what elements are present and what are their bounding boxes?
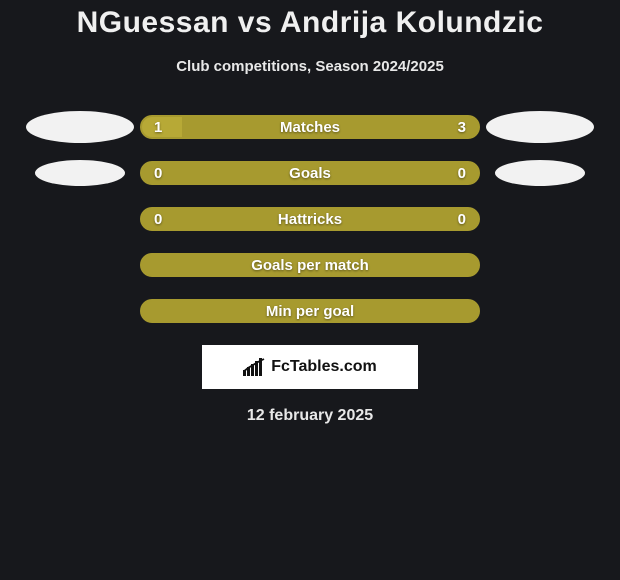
stat-rows: 13Matches 00Goals 00Hattricks Goals per mat… [0, 115, 620, 323]
subtitle: Club competitions, Season 2024/2025 [176, 58, 444, 75]
stat-row: 00Goals [0, 161, 620, 185]
right-photo-slot [480, 207, 600, 231]
page-title: NGuessan vs Andrija Kolundzic [77, 6, 544, 40]
stat-bar: 00Goals [140, 161, 480, 185]
bar-chart-icon [243, 358, 265, 376]
stat-row: 13Matches [0, 115, 620, 139]
stat-row: Min per goal [0, 299, 620, 323]
left-photo-slot [20, 299, 140, 323]
stat-row: Goals per match [0, 253, 620, 277]
logo-text: FcTables.com [271, 358, 377, 376]
stat-label: Goals per match [142, 255, 478, 275]
player-photo-placeholder [35, 160, 125, 186]
stat-label: Matches [142, 117, 478, 137]
right-photo-slot [480, 253, 600, 277]
date-label: 12 february 2025 [247, 407, 373, 425]
player-photo-placeholder [495, 160, 585, 186]
stat-label: Hattricks [142, 209, 478, 229]
comparison-infographic: NGuessan vs Andrija Kolundzic Club compe… [0, 0, 620, 425]
right-photo-slot [480, 299, 600, 323]
left-photo-slot [20, 253, 140, 277]
right-photo-slot [480, 161, 600, 185]
player-photo-placeholder [26, 111, 134, 143]
stat-label: Goals [142, 163, 478, 183]
stat-bar: Goals per match [140, 253, 480, 277]
left-photo-slot [20, 161, 140, 185]
stat-label: Min per goal [142, 301, 478, 321]
player-photo-placeholder [486, 111, 594, 143]
stat-bar: 13Matches [140, 115, 480, 139]
left-photo-slot [20, 115, 140, 139]
fctables-logo: FcTables.com [202, 345, 418, 389]
stat-bar: Min per goal [140, 299, 480, 323]
right-photo-slot [480, 115, 600, 139]
stat-bar: 00Hattricks [140, 207, 480, 231]
stat-row: 00Hattricks [0, 207, 620, 231]
left-photo-slot [20, 207, 140, 231]
